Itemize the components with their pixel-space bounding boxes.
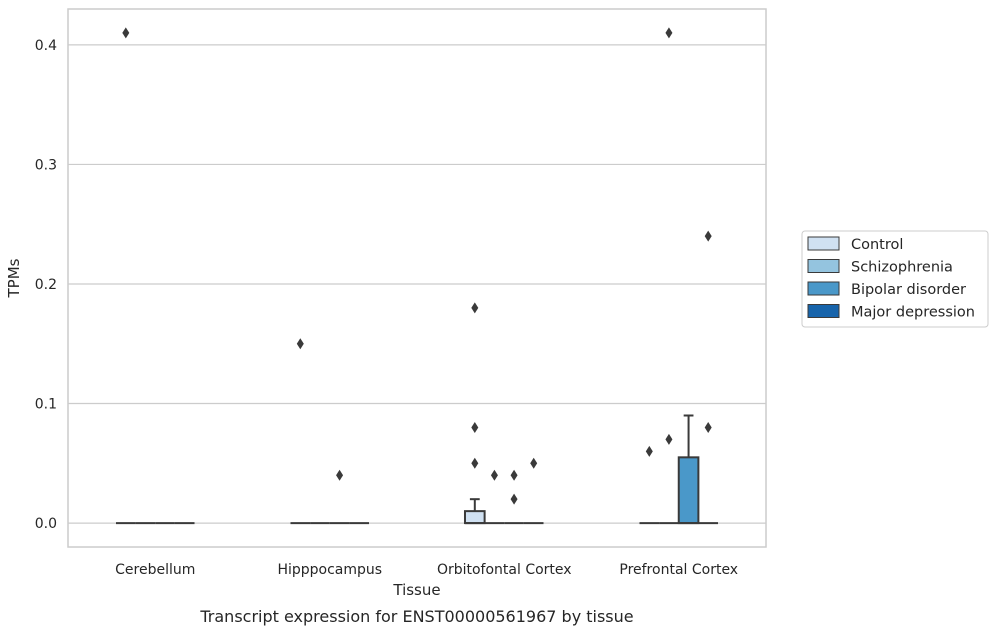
legend-swatch — [807, 236, 840, 251]
x-tick-label: Prefrontal Cortex — [619, 562, 738, 578]
y-tick-label: 0.0 — [35, 516, 57, 532]
box-group — [523, 457, 544, 525]
y-tick-label: 0.4 — [35, 38, 57, 54]
box-group — [639, 445, 660, 525]
box-group — [115, 27, 136, 525]
outlier-point — [471, 457, 479, 469]
x-tick-label: Orbitofontal Cortex — [437, 562, 572, 578]
x-tick-label: Hipppocampus — [277, 562, 382, 578]
plot-area-frame — [67, 8, 767, 548]
box-group — [484, 469, 505, 525]
y-axis-ticks: 0.0 0.1 0.2 0.3 0.4 — [35, 38, 57, 532]
outlier-point — [336, 469, 344, 481]
y-axis-title: TPMs — [5, 258, 23, 298]
box-group — [463, 302, 486, 525]
outlier-point — [510, 469, 518, 481]
outlier-point — [665, 27, 673, 39]
legend-label: Schizophrenia — [851, 260, 953, 276]
grid-lines — [68, 44, 766, 524]
outlier-point — [530, 457, 538, 469]
chart-caption: Transcript expression for ENST0000056196… — [199, 607, 633, 626]
outlier-point — [122, 27, 130, 39]
x-axis-title: Tissue — [392, 581, 440, 599]
y-tick-label: 0.1 — [35, 397, 57, 413]
outlier-point — [665, 433, 673, 445]
legend-label: Control — [851, 237, 903, 253]
box-group — [659, 27, 679, 525]
outlier-point — [490, 469, 498, 481]
legend-swatch — [807, 259, 840, 273]
legend-label: Bipolar disorder — [851, 282, 966, 298]
box-body — [463, 510, 486, 525]
y-tick-label: 0.2 — [35, 277, 57, 293]
box-group — [290, 338, 311, 525]
outlier-point — [704, 421, 712, 433]
outlier-point — [296, 338, 304, 350]
legend-frame — [801, 230, 989, 328]
legend-label: Major depression — [851, 305, 975, 321]
x-tick-label: Cerebellum — [115, 562, 195, 578]
box-group — [329, 469, 350, 525]
box-plot-marks — [115, 27, 719, 525]
box-group — [698, 230, 719, 525]
outlier-point — [471, 421, 479, 433]
outlier-point — [704, 230, 712, 242]
x-axis-ticks: Cerebellum Hipppocampus Orbitofontal Corte… — [115, 562, 738, 578]
y-tick-label: 0.3 — [35, 157, 57, 173]
outlier-point — [645, 445, 653, 457]
box-group — [677, 414, 700, 525]
box-body — [677, 456, 700, 525]
legend-swatch — [807, 281, 840, 296]
box-group — [504, 469, 524, 525]
legend: Control Schizophrenia Bipolar disorder Majo… — [801, 230, 989, 328]
legend-swatch — [807, 304, 840, 318]
outlier-point — [510, 493, 518, 505]
outlier-point — [471, 302, 479, 314]
